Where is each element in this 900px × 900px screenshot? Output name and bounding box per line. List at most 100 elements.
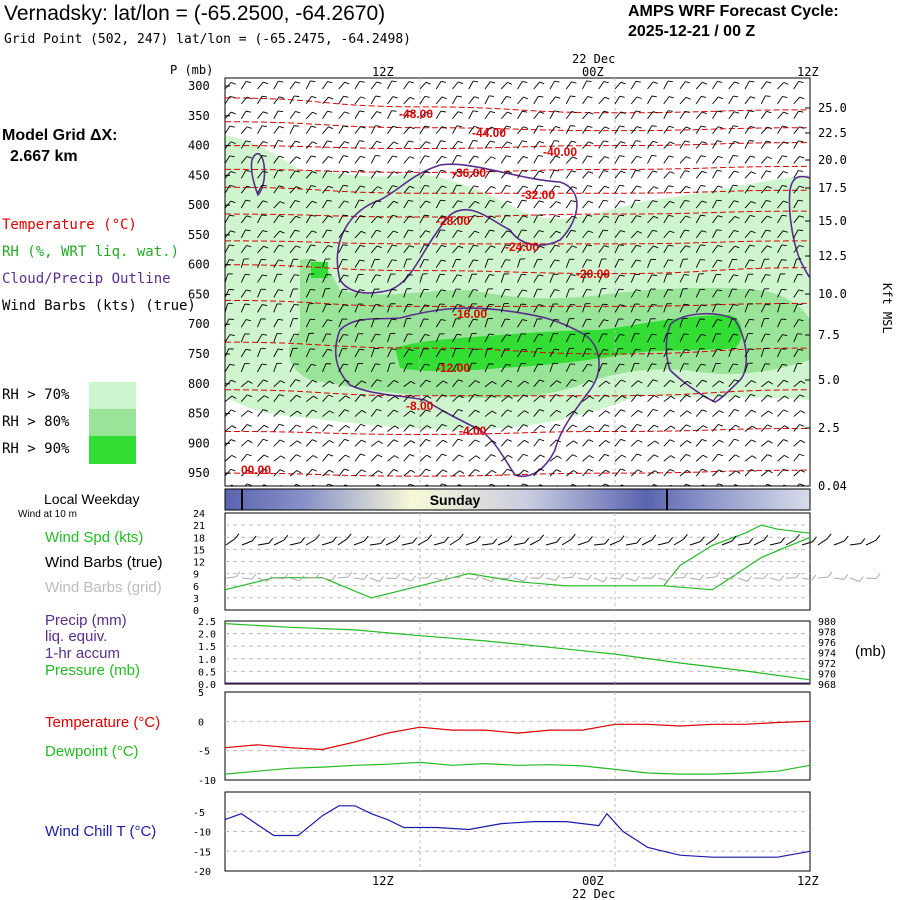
wind-barb — [712, 156, 719, 164]
wind-barb-flag — [570, 125, 576, 127]
wind-barb — [712, 453, 719, 462]
wind-barb — [517, 363, 522, 373]
wind-barb — [760, 126, 768, 134]
wind-barb — [439, 483, 443, 486]
wind-barb-flag — [702, 484, 707, 486]
wind-barb — [293, 484, 297, 486]
wind-barb — [517, 140, 523, 149]
wind-barb — [793, 96, 800, 105]
wind-barb-flag — [636, 215, 642, 218]
wind-barb — [273, 363, 278, 373]
wind-barb — [419, 259, 425, 268]
surface-barb-grid — [321, 577, 332, 581]
wind-barb-flag — [651, 304, 657, 306]
wind-barb-flag — [798, 348, 804, 351]
surface-wind-barbs — [225, 533, 881, 583]
wind-barb-flag — [604, 185, 610, 189]
surface-barb-true-flag — [251, 535, 257, 542]
wind-barb-flag — [522, 289, 528, 292]
wind-barb — [614, 468, 621, 477]
wind-barb-flag — [717, 215, 723, 218]
wind-barb — [387, 110, 392, 119]
wind-barb — [452, 438, 459, 447]
wind-barb-flag — [375, 304, 381, 306]
wind-barb-flag — [619, 274, 625, 277]
wind-barb — [338, 425, 346, 432]
surface-barb-true — [257, 542, 269, 546]
wind-barb-flag — [635, 169, 641, 172]
wind-barb — [695, 454, 704, 462]
wind-barb-flag — [245, 199, 251, 202]
wind-barb-flag — [408, 349, 414, 352]
wind-barb — [435, 424, 443, 432]
wind-barb-flag — [522, 140, 528, 143]
pressure-right-tick-label: 974 — [818, 649, 836, 660]
wind-barb-flag — [506, 171, 512, 174]
wind-barb-flag — [295, 156, 301, 160]
wind-barb — [533, 438, 540, 447]
wind-barb-flag — [539, 81, 545, 85]
wind-barb — [305, 185, 312, 194]
wind-barb — [630, 96, 638, 105]
wind-barb — [338, 214, 344, 224]
model-grid-label: Model Grid ΔX: — [2, 127, 118, 144]
wind-barb-flag — [327, 110, 333, 113]
wind-barb — [647, 274, 653, 283]
precip-panel-frame — [224, 620, 811, 685]
isotherm-label-minus16: -16.00 — [453, 307, 487, 321]
wind-barb — [679, 363, 685, 373]
isotherm-lines — [225, 97, 810, 477]
wind-barb-flag — [556, 485, 559, 486]
wind-barb-flag — [539, 111, 545, 114]
wind-barb — [582, 425, 590, 432]
wind-barb-flag — [377, 186, 383, 189]
wind-barb — [403, 140, 410, 149]
wind-barb — [695, 214, 702, 224]
wind-barb — [403, 380, 412, 388]
wind-barb-flag — [424, 304, 430, 307]
wind-barb-flag — [375, 333, 381, 336]
wind-barb-flag — [247, 410, 253, 414]
wind-barb — [305, 96, 312, 105]
hourly-accum-label: 1-hr accum — [45, 645, 121, 662]
surface-barb-grid — [865, 577, 877, 580]
wind-barb — [679, 274, 685, 283]
wind-barb — [630, 394, 638, 402]
surface-barb-true — [417, 539, 428, 546]
wind-barb — [500, 259, 506, 268]
wind-barb — [777, 395, 785, 403]
wind-barb-flag — [507, 454, 513, 459]
wind-barb — [777, 273, 781, 283]
wind-barb — [419, 200, 426, 209]
wind-barb-flag — [620, 468, 626, 472]
wind-barb — [240, 245, 247, 254]
wind-barb — [582, 259, 588, 268]
wind-barb — [452, 216, 459, 224]
panel-tick-label: 18 — [193, 533, 205, 544]
wind-barb-flag — [440, 170, 446, 172]
surface-barb-grid — [737, 577, 748, 582]
wind-barb — [793, 410, 801, 417]
wind-barb-flag — [312, 455, 318, 459]
wind-barb-flag — [798, 319, 804, 322]
wind-barb-flag — [653, 395, 659, 399]
wind-barb-flag — [424, 363, 430, 366]
wind-barb-flag — [393, 409, 399, 413]
wind-barb-flag — [554, 348, 560, 351]
wind-barb — [533, 468, 540, 477]
wind-barb — [549, 170, 555, 179]
wind-barb — [809, 207, 810, 209]
wind-barb — [273, 244, 280, 254]
wind-barb-flag — [732, 363, 738, 366]
wind-barb-flag — [457, 111, 463, 114]
wind-barb — [500, 82, 508, 90]
wind-barb — [793, 380, 801, 388]
wind-barb — [777, 318, 782, 328]
wind-barb-flag — [425, 409, 431, 412]
wind-barb-flag — [458, 379, 464, 382]
wind-barb — [500, 230, 508, 239]
wind-barb — [549, 439, 557, 447]
wind-barb — [468, 363, 472, 373]
wind-barb — [777, 289, 782, 298]
wind-barb-flag — [685, 424, 691, 428]
